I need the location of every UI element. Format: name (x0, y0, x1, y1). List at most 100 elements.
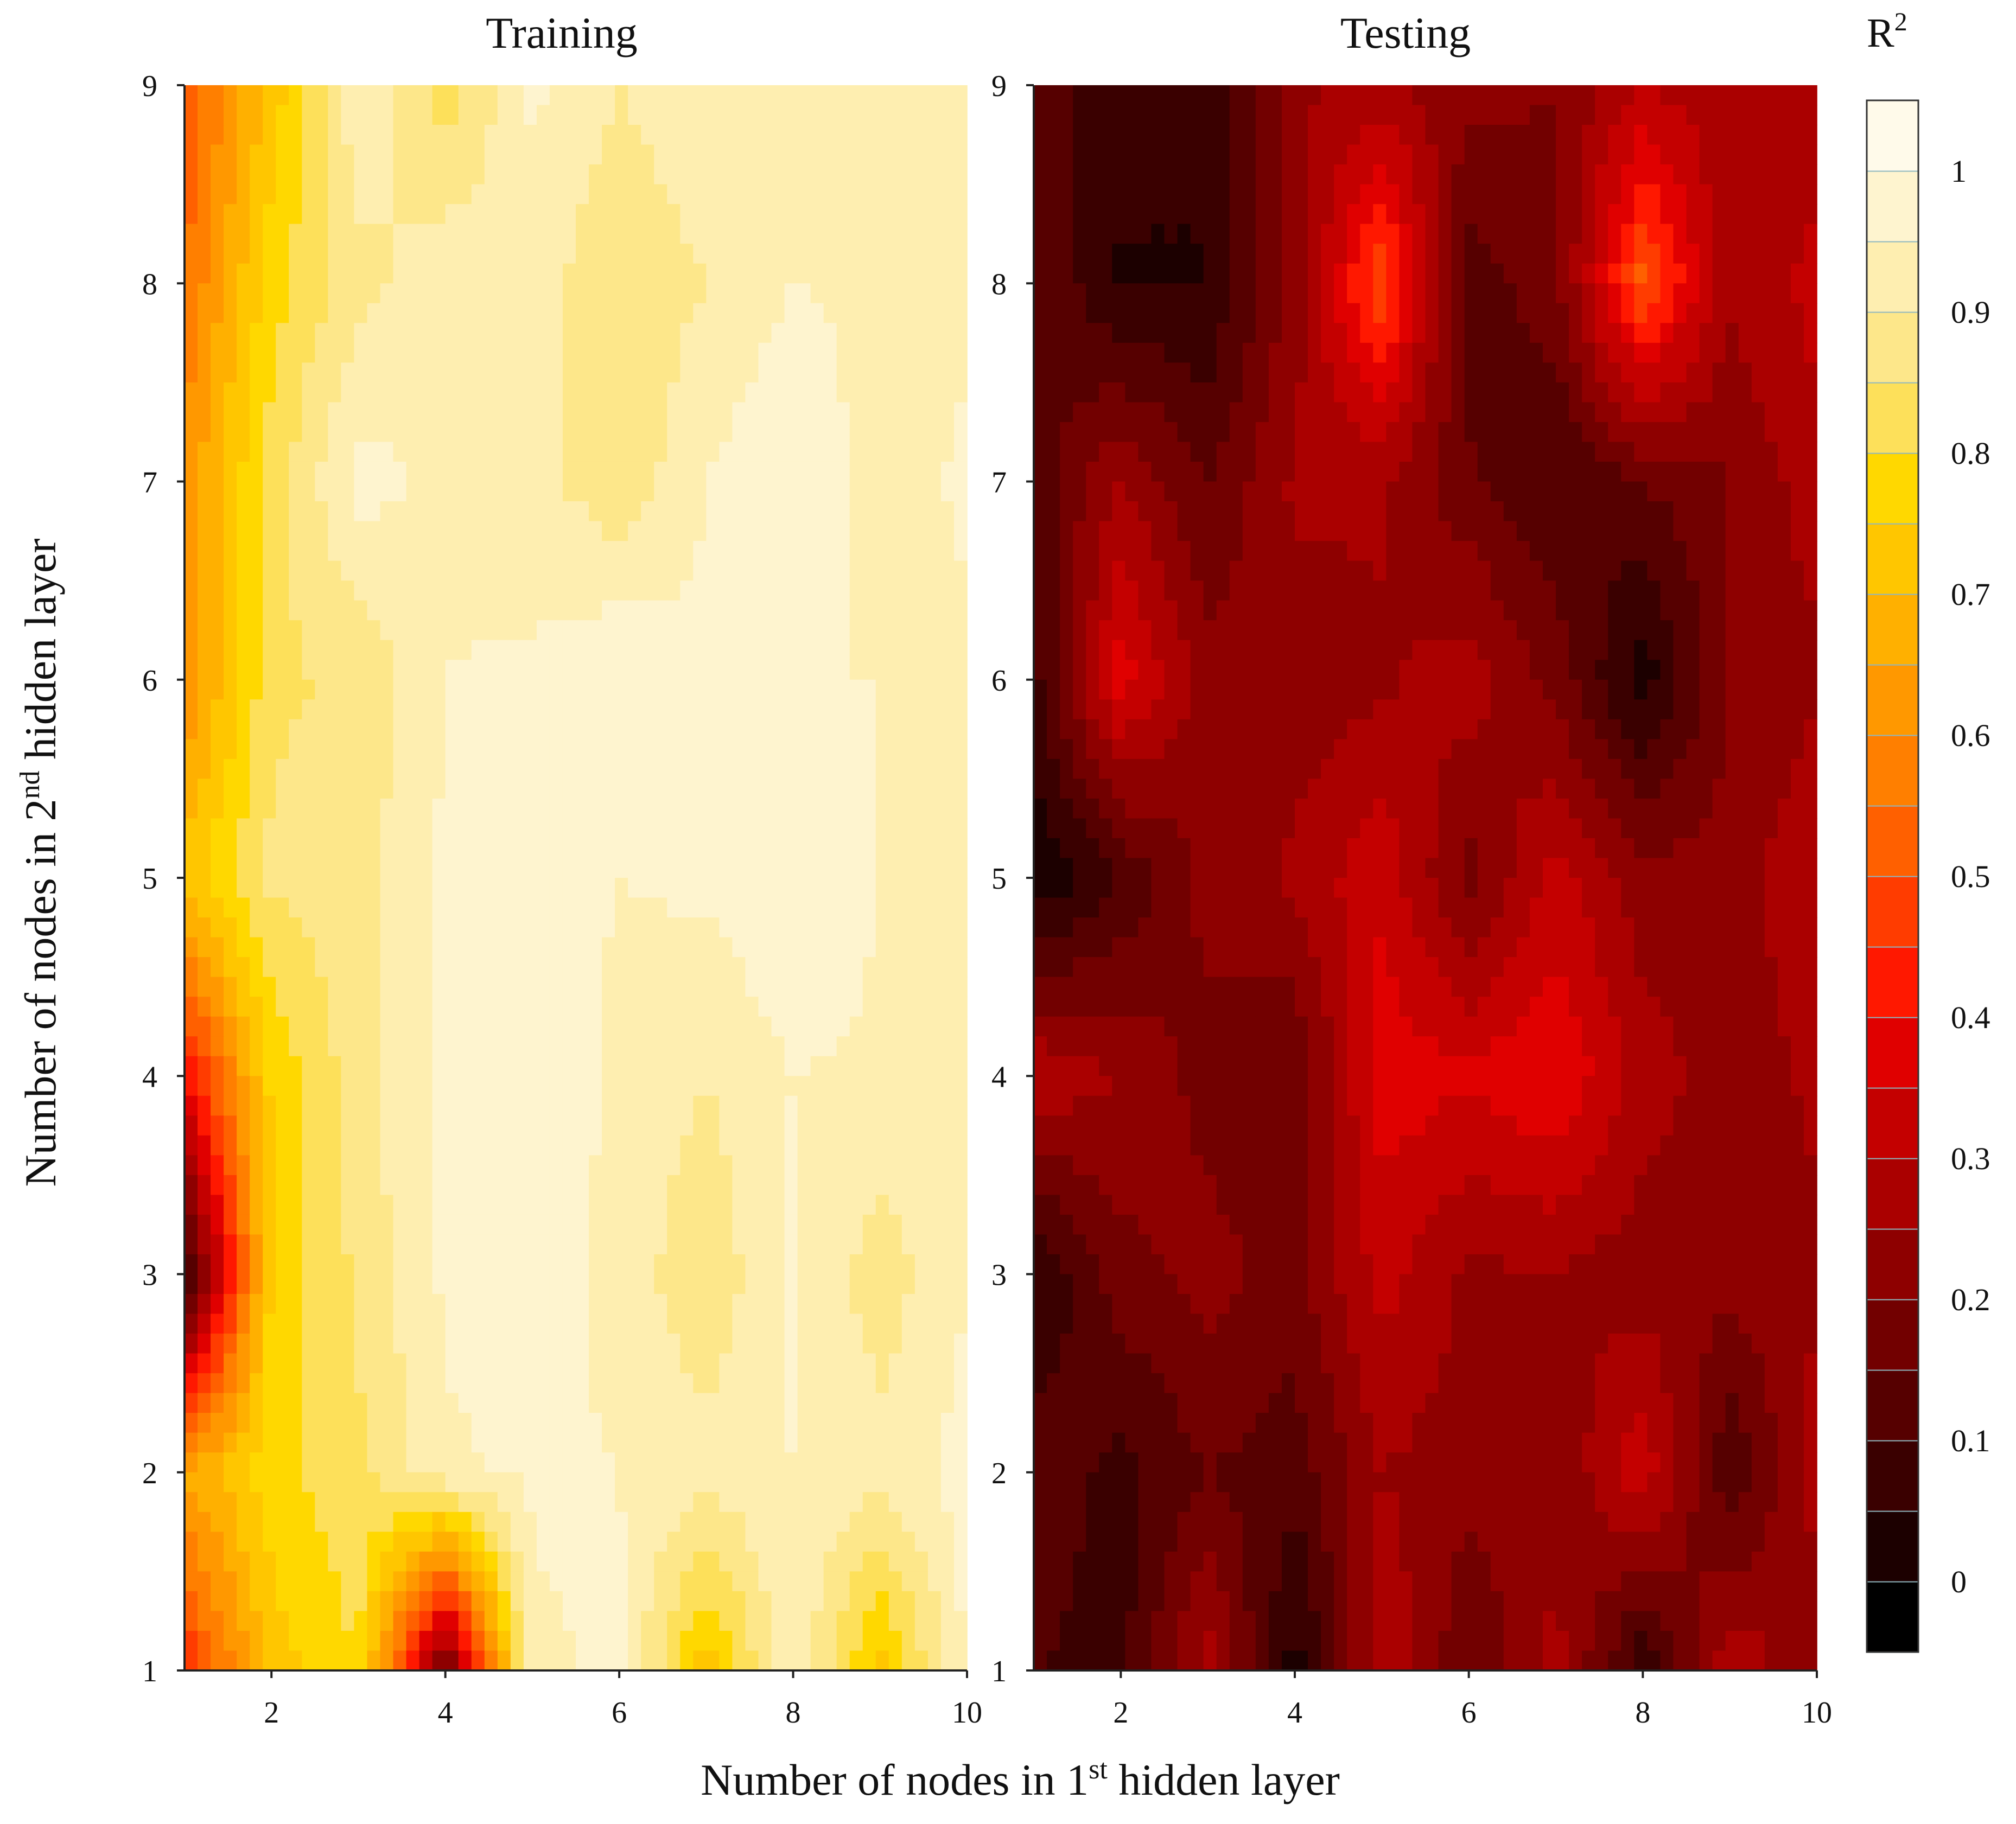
training-heat-cell (589, 382, 602, 403)
training-heat-cell (432, 560, 446, 581)
training-heat-cell (237, 758, 250, 780)
training-heat-cell (654, 1472, 668, 1493)
training-heat-cell (484, 1195, 498, 1215)
training-heat-cell (927, 897, 942, 918)
training-heat-cell (849, 1234, 863, 1255)
training-heat-cell (341, 1274, 355, 1294)
training-heat-cell (914, 957, 928, 978)
training-heat-cell (328, 263, 342, 284)
training-heat-cell (289, 1532, 303, 1552)
training-heat-cell (445, 125, 459, 145)
training-heat-cell (419, 1294, 433, 1315)
training-heat-cell (224, 1036, 237, 1057)
training-heat-cell (445, 1334, 459, 1354)
training-heat-cell (589, 977, 602, 997)
training-heat-cell (667, 1234, 681, 1255)
training-heat-cell (589, 303, 602, 324)
training-heat-cell (641, 1056, 654, 1077)
training-heat-cell (667, 1591, 681, 1612)
training-heat-cell (628, 303, 641, 324)
training-heat-cell (693, 798, 707, 819)
training-heat-cell (549, 679, 563, 700)
training-heat-cell (289, 422, 303, 443)
training-heat-cell (628, 1334, 641, 1354)
training-heat-cell (432, 798, 446, 819)
training-heat-cell (237, 1214, 250, 1235)
testing-heat-cell (1569, 105, 1582, 125)
training-heat-cell (628, 1214, 641, 1235)
training-heat-cell (367, 1393, 381, 1413)
training-heat-cell (458, 144, 472, 165)
training-heat-cell (406, 679, 420, 700)
training-heat-cell (289, 442, 303, 462)
training-heat-cell (536, 442, 550, 462)
training-heat-cell (393, 1591, 407, 1612)
training-heat-cell (940, 798, 955, 819)
training-heat-cell (849, 779, 863, 799)
training-heat-cell (576, 818, 589, 839)
training-heat-cell (562, 402, 576, 423)
training-heat-cell (823, 1334, 837, 1354)
training-heat-cell (810, 997, 824, 1017)
training-heat-cell (914, 798, 928, 819)
training-heat-cell (732, 1611, 746, 1631)
training-heat-cell (445, 1195, 459, 1215)
training-heat-cell (758, 402, 772, 423)
training-heat-cell (940, 1036, 955, 1057)
training-heat-cell (927, 1393, 942, 1413)
training-heat-cell (263, 1353, 277, 1374)
training-heat-cell (484, 1155, 498, 1176)
training-heat-cell (393, 581, 407, 601)
training-heat-cell (758, 660, 772, 680)
training-heat-cell (732, 719, 746, 740)
training-heat-cell (667, 739, 681, 760)
training-heat-cell (315, 144, 329, 165)
training-heat-cell (536, 521, 550, 541)
training-heat-cell (341, 481, 355, 502)
training-heat-cell (406, 719, 420, 740)
training-heat-cell (641, 1115, 654, 1136)
training-heat-cell (953, 640, 968, 661)
training-heat-cell (549, 224, 563, 244)
training-heat-cell (732, 739, 746, 760)
training-heat-cell (602, 1056, 615, 1077)
training-heat-cell (536, 422, 550, 443)
training-heat-cell (380, 957, 394, 978)
training-heat-cell (393, 798, 407, 819)
training-heat-cell (328, 779, 342, 799)
training-heat-cell (784, 263, 798, 284)
training-heat-cell (745, 1492, 759, 1513)
training-heat-cell (315, 1650, 329, 1671)
training-heat-cell (706, 937, 720, 958)
training-heat-cell (719, 85, 733, 106)
training-heat-cell (914, 1393, 928, 1413)
training-heat-cell (484, 779, 498, 799)
training-heat-cell (523, 1650, 537, 1671)
training-heat-cell (211, 1115, 224, 1136)
training-heat-cell (237, 1472, 250, 1493)
training-heat-cell (419, 660, 433, 680)
training-heat-cell (576, 699, 589, 720)
training-heat-cell (693, 897, 707, 918)
training-heat-cell (562, 1512, 576, 1533)
testing-heat-cell (1177, 105, 1191, 125)
training-heat-cell (628, 442, 641, 462)
training-heat-cell (341, 144, 355, 165)
training-heat-cell (667, 184, 681, 205)
training-heat-cell (458, 184, 472, 205)
training-heat-cell (576, 1532, 589, 1552)
training-heat-cell (549, 1214, 563, 1235)
training-heat-cell (927, 1532, 942, 1552)
training-heat-cell (315, 1274, 329, 1294)
testing-heat-cell (1595, 105, 1608, 125)
training-heat-cell (914, 600, 928, 621)
training-heat-cell (641, 144, 654, 165)
training-heat-cell (276, 303, 290, 324)
training-heat-cell (706, 184, 720, 205)
training-heat-cell (185, 1036, 198, 1057)
training-heat-cell (367, 85, 381, 106)
training-heat-cell (836, 1353, 850, 1374)
training-heat-cell (536, 1175, 550, 1196)
training-heat-cell (654, 1512, 668, 1533)
training-heat-cell (289, 560, 303, 581)
